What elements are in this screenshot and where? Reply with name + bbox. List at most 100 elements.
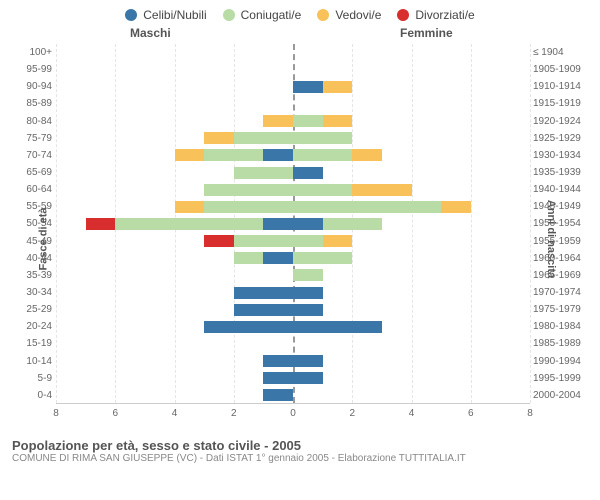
bar-segment-male (234, 132, 293, 144)
birth-year-label: ≤ 1904 (533, 47, 588, 58)
age-label: 10-14 (12, 356, 52, 367)
bar-segment-female (293, 132, 352, 144)
table-row: 5-91995-1999 (56, 370, 530, 387)
age-label: 35-39 (12, 270, 52, 281)
legend-swatch (317, 9, 329, 21)
bar-segment-female (293, 252, 352, 264)
x-tick: 8 (53, 408, 59, 419)
bar-segment-male (204, 184, 293, 196)
chart-subtitle: COMUNE DI RIMA SAN GIUSEPPE (VC) - Dati … (12, 453, 588, 464)
table-row: 70-741930-1934 (56, 147, 530, 164)
table-row: 65-691935-1939 (56, 164, 530, 181)
column-headers: Maschi Femmine (0, 26, 600, 44)
header-female: Femmine (400, 26, 453, 40)
age-label: 5-9 (12, 373, 52, 384)
birth-year-label: 1980-1984 (533, 321, 588, 332)
age-label: 75-79 (12, 133, 52, 144)
table-row: 40-441960-1964 (56, 250, 530, 267)
table-row: 80-841920-1924 (56, 113, 530, 130)
bar-segment-female (293, 355, 323, 367)
age-label: 100+ (12, 47, 52, 58)
x-tick: 4 (409, 408, 415, 419)
age-label: 25-29 (12, 304, 52, 315)
legend-item: Celibi/Nubili (125, 8, 206, 22)
age-label: 40-44 (12, 253, 52, 264)
header-male: Maschi (130, 26, 171, 40)
bar-segment-female (352, 149, 382, 161)
age-label: 60-64 (12, 184, 52, 195)
age-label: 90-94 (12, 81, 52, 92)
age-label: 0-4 (12, 390, 52, 401)
bar-segment-male (86, 218, 116, 230)
bar-segment-female (293, 184, 352, 196)
table-row: 0-42000-2004 (56, 387, 530, 404)
legend-item: Divorziati/e (397, 8, 474, 22)
birth-year-label: 1985-1989 (533, 338, 588, 349)
bar-segment-female (293, 218, 323, 230)
bar-segment-male (234, 252, 264, 264)
age-label: 70-74 (12, 150, 52, 161)
birth-year-label: 1955-1959 (533, 236, 588, 247)
table-row: 85-891915-1919 (56, 95, 530, 112)
bar-segment-female (293, 321, 382, 333)
birth-year-label: 1915-1919 (533, 98, 588, 109)
legend-label: Celibi/Nubili (143, 8, 206, 22)
bar-segment-female (323, 235, 353, 247)
birth-year-label: 1930-1934 (533, 150, 588, 161)
x-axis: 864202468 (56, 408, 530, 422)
bar-segment-female (323, 115, 353, 127)
bar-segment-male (263, 149, 293, 161)
bar-segment-male (175, 201, 205, 213)
bar-segment-male (234, 235, 293, 247)
bar-segment-male (263, 372, 293, 384)
bar-segment-female (441, 201, 471, 213)
legend-label: Divorziati/e (415, 8, 474, 22)
birth-year-label: 1940-1944 (533, 184, 588, 195)
age-label: 55-59 (12, 201, 52, 212)
age-label: 45-49 (12, 236, 52, 247)
x-tick: 6 (468, 408, 474, 419)
bar-segment-female (293, 81, 323, 93)
bar-segment-male (175, 149, 205, 161)
bar-segment-female (293, 235, 323, 247)
legend-label: Vedovi/e (335, 8, 381, 22)
table-row: 90-941910-1914 (56, 78, 530, 95)
legend-swatch (125, 9, 137, 21)
bar-rows: 100+≤ 190495-991905-190990-941910-191485… (56, 44, 530, 404)
legend-label: Coniugati/e (241, 8, 302, 22)
bar-segment-male (204, 235, 234, 247)
bar-segment-female (293, 201, 441, 213)
table-row: 100+≤ 1904 (56, 44, 530, 61)
birth-year-label: 1975-1979 (533, 304, 588, 315)
bar-segment-male (115, 218, 263, 230)
bar-segment-female (293, 304, 323, 316)
table-row: 25-291975-1979 (56, 301, 530, 318)
legend-swatch (397, 9, 409, 21)
table-row: 35-391965-1969 (56, 267, 530, 284)
bar-segment-female (293, 167, 323, 179)
bar-segment-male (234, 287, 293, 299)
x-tick: 2 (231, 408, 237, 419)
chart-title: Popolazione per età, sesso e stato civil… (12, 438, 588, 453)
birth-year-label: 2000-2004 (533, 390, 588, 401)
table-row: 60-641940-1944 (56, 181, 530, 198)
bar-segment-male (263, 355, 293, 367)
bar-segment-male (263, 252, 293, 264)
age-label: 65-69 (12, 167, 52, 178)
birth-year-label: 1965-1969 (533, 270, 588, 281)
age-label: 95-99 (12, 64, 52, 75)
table-row: 15-191985-1989 (56, 335, 530, 352)
age-label: 20-24 (12, 321, 52, 332)
birth-year-label: 1920-1924 (533, 116, 588, 127)
bar-segment-male (204, 149, 263, 161)
age-label: 15-19 (12, 338, 52, 349)
pyramid-chart: Fasce di età Anni di nascita 100+≤ 19049… (8, 44, 592, 434)
age-label: 30-34 (12, 287, 52, 298)
age-label: 80-84 (12, 116, 52, 127)
birth-year-label: 1910-1914 (533, 81, 588, 92)
bar-segment-male (263, 115, 293, 127)
birth-year-label: 1905-1909 (533, 64, 588, 75)
bar-segment-female (293, 149, 352, 161)
table-row: 75-791925-1929 (56, 130, 530, 147)
bar-segment-female (293, 372, 323, 384)
